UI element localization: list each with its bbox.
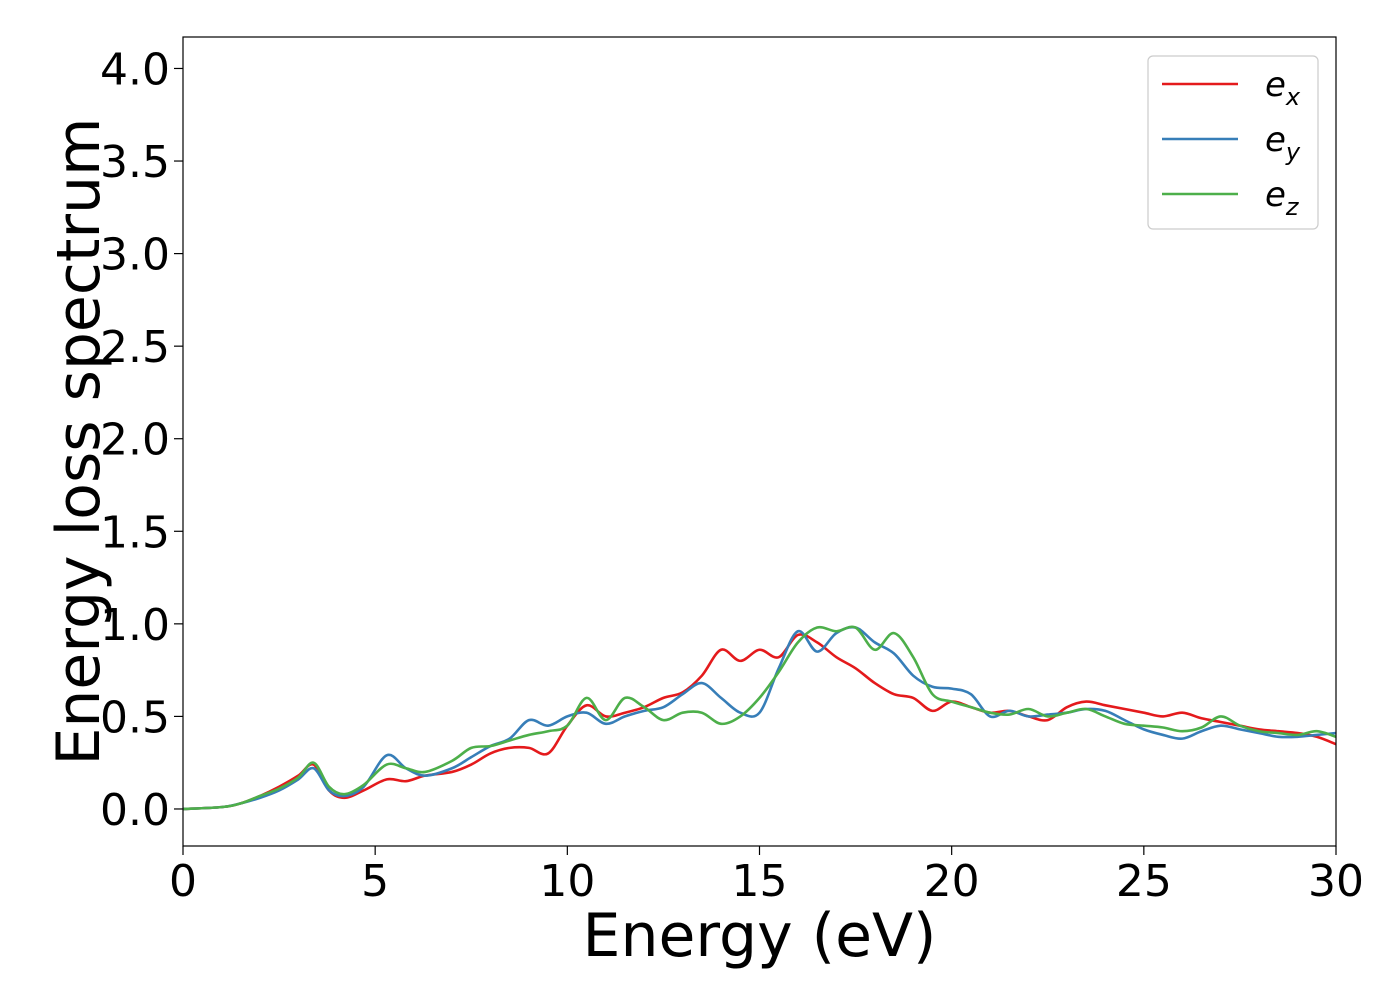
legend-box xyxy=(1147,55,1319,230)
y-tick-label: 1.0 xyxy=(100,600,170,651)
y-tick-label: 1.5 xyxy=(100,507,170,558)
x-tick-label: 20 xyxy=(924,856,980,907)
legend-label-base: e xyxy=(1265,120,1286,160)
series-line-y xyxy=(182,625,1337,811)
y-tick-label: 0.0 xyxy=(100,785,170,836)
x-axis-label: Energy (eV) xyxy=(583,901,937,971)
x-tick-label: 30 xyxy=(1308,856,1364,907)
legend-label-sub: x xyxy=(1285,83,1301,111)
legend-label-sub: z xyxy=(1285,193,1300,221)
x-axis: 0 5 10 15 20 25 30 xyxy=(169,846,1364,907)
y-axis: 0.0 0.5 1.0 1.5 2.0 2.5 3.0 3.5 4.0 xyxy=(100,44,183,836)
y-tick-label: 0.5 xyxy=(100,692,170,743)
legend-label-y: ey xyxy=(1265,120,1301,166)
legend-label-x: ex xyxy=(1265,65,1301,111)
x-tick-label: 25 xyxy=(1116,856,1172,907)
y-tick-label: 4.0 xyxy=(100,44,170,95)
y-axis-label: Energy loss spectrum xyxy=(44,117,114,765)
y-tick-label: 2.5 xyxy=(100,322,170,373)
x-tick-label: 0 xyxy=(169,856,197,907)
series-line-z xyxy=(182,625,1337,811)
x-tick-label: 10 xyxy=(539,856,595,907)
x-tick-label: 5 xyxy=(361,856,389,907)
x-tick-label: 15 xyxy=(732,856,788,907)
series-line-x xyxy=(182,633,1337,811)
legend-label-base: e xyxy=(1265,65,1286,105)
y-tick-label: 2.0 xyxy=(100,415,170,466)
series-layer xyxy=(182,625,1337,811)
legend-label-z: ez xyxy=(1265,175,1300,221)
y-tick-label: 3.5 xyxy=(100,137,170,188)
legend-label-base: e xyxy=(1265,175,1286,215)
legend-label-sub: y xyxy=(1285,138,1301,166)
y-tick-label: 3.0 xyxy=(100,230,170,281)
